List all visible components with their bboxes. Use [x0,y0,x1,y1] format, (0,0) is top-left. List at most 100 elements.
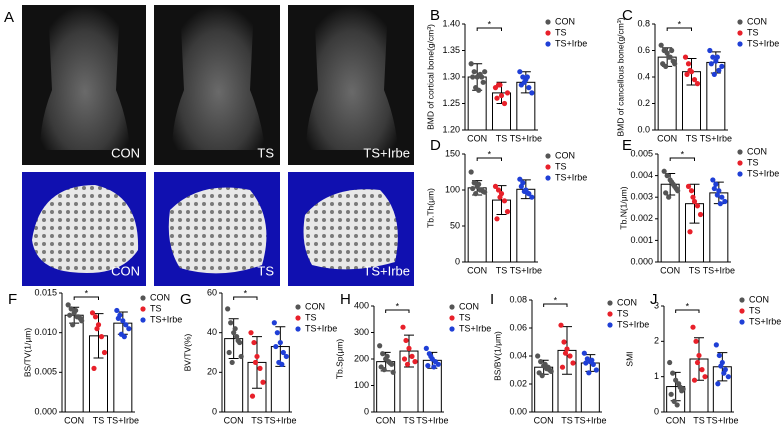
legend-label: TS [749,305,761,315]
data-point [529,194,535,200]
y-tick-label: 150 [445,148,460,158]
x-tick-label: TS+Irbe [510,133,542,143]
legend-marker [140,306,146,312]
data-point [65,302,71,308]
data-point [667,359,673,366]
panel-letter: G [180,291,192,308]
legend-marker [545,30,551,36]
data-point [409,353,415,359]
y-tick-label: 200 [354,353,369,363]
data-point [564,346,570,352]
bone-shape [306,5,398,150]
data-point [666,54,672,60]
data-point [699,367,705,373]
significance-label: * [396,301,400,311]
data-point [257,365,263,371]
data-point [711,185,717,192]
chart-panel: FBS/TV(1/μm)0.0000.0050.0100.015CONCONTS… [8,287,182,425]
data-point [468,169,474,175]
data-point [526,85,532,91]
panel-letter: E [622,137,632,154]
image-label: TS+Irbe [363,263,410,278]
significance-label: * [686,301,690,311]
data-point [228,320,234,326]
data-point [670,370,676,376]
y-axis-label: Tb.Th(μm) [425,188,435,228]
legend-marker [449,326,455,332]
x-tick-label: TS [496,265,508,275]
data-point [561,339,567,345]
legend-marker [607,311,613,317]
data-point [696,352,702,359]
y-tick-label: 0.010 [34,327,57,337]
data-point [470,74,476,80]
data-point [470,185,476,192]
y-axis-label: Tb.N(1/μm) [618,186,628,229]
data-point [406,345,412,351]
data-point [719,63,725,69]
data-point [121,334,127,340]
legend-marker [607,322,613,328]
panel-letter: D [430,137,441,154]
data-point [495,187,502,193]
data-point [691,377,698,383]
data-point [716,352,722,359]
data-point [252,359,259,366]
chart-panel: DTb.Th(μm)050100150CONCONTSTSTS+IrbeTS+I… [425,137,587,275]
data-point [428,353,434,359]
data-point [501,198,508,204]
legend-marker [295,304,301,310]
legend-label: CON [555,16,575,26]
data-point [562,350,569,356]
data-point [114,307,120,314]
data-point [722,198,728,205]
data-point [707,47,713,54]
x-tick-label: TS [93,415,105,425]
data-point [390,369,396,375]
y-tick-label: 2 [654,336,659,346]
data-point [669,47,675,54]
data-point [589,357,595,363]
data-point [725,374,731,380]
panel-letter: B [430,7,440,24]
data-point [471,180,477,186]
data-point [468,61,474,67]
legend-label: TS [555,161,567,171]
data-point [691,77,698,83]
legend-label: TS [150,303,162,313]
image-label: CON [111,145,140,160]
legend-label: CON [150,292,170,302]
y-tick-label: 0.005 [630,148,653,158]
x-tick-label: TS [403,415,415,425]
legend-marker [737,171,743,177]
legend-marker [545,153,551,159]
y-tick-label: 0.005 [34,367,57,377]
y-tick-label: 0.02 [509,378,527,388]
y-tick-label: 3 [654,300,659,310]
data-point [497,194,503,200]
y-tick-label: 1.30 [442,71,460,81]
data-point [669,179,675,185]
data-point [673,377,679,383]
y-tick-label: 0.06 [509,322,527,332]
data-point [713,58,719,64]
y-tick-label: 0.0 [637,124,650,134]
y-tick-label: 60 [207,287,217,297]
data-point [714,192,720,198]
chart-panel: HTb.Sp(μm)0100200300400CONCONTSTSTS+Irbe… [334,291,491,425]
x-tick-label: CON [224,415,244,425]
x-tick-label: TS [561,415,573,425]
data-point [663,63,669,69]
data-point [248,330,254,336]
data-point [494,95,500,101]
data-point [694,203,701,209]
data-point [401,356,408,362]
x-tick-label: TS [251,415,263,425]
legend-marker [140,317,146,323]
x-tick-label: TS+Irbe [703,265,735,275]
panel-letter: I [490,291,494,308]
data-point [694,359,701,366]
bar [467,187,487,263]
data-point [251,339,257,346]
